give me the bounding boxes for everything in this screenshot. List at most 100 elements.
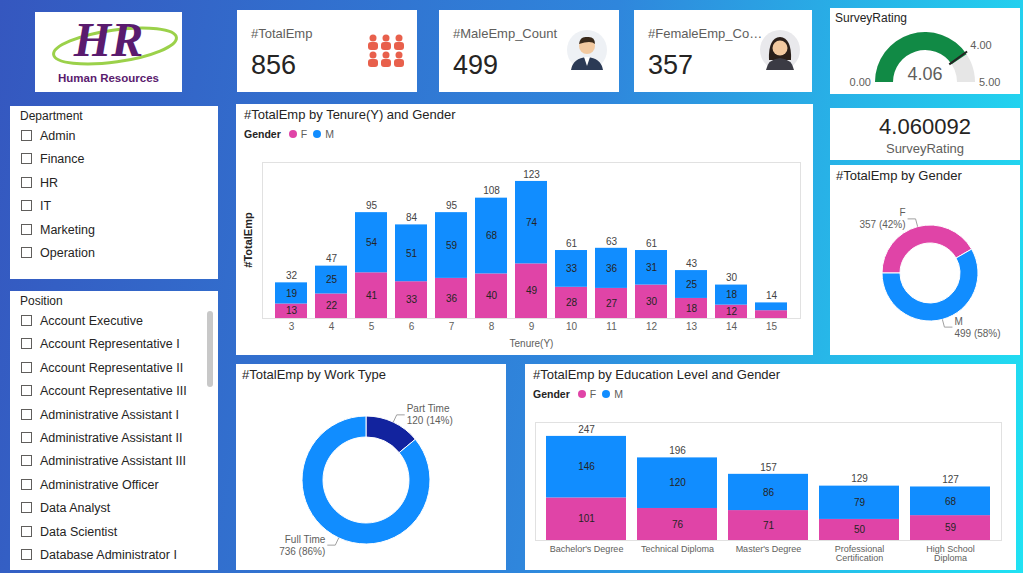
html-text:Marketing: Marketing — [40, 222, 95, 237]
svg-text:F: F — [899, 207, 905, 218]
svg-text:74: 74 — [526, 217, 538, 228]
html-text:Account Representative I: Account Representative I — [40, 337, 180, 352]
svg-text:33: 33 — [406, 294, 418, 305]
svg-text:28: 28 — [566, 297, 578, 308]
html-text:Administrative Assistant I: Administrative Assistant I — [40, 407, 179, 422]
svg-text:ProfessionalCertification: ProfessionalCertification — [835, 544, 885, 563]
svg-text:19: 19 — [286, 288, 298, 299]
svg-text:50: 50 — [854, 524, 866, 535]
svg-text:247: 247 — [578, 424, 595, 435]
svg-text:68: 68 — [486, 230, 498, 241]
svg-text:Tenure(Y): Tenure(Y) — [510, 338, 554, 349]
svg-text:4: 4 — [329, 321, 335, 332]
svg-text:3: 3 — [289, 321, 295, 332]
svg-text:5.00: 5.00 — [979, 76, 1000, 88]
svg-text:146: 146 — [578, 461, 595, 472]
svg-text:9: 9 — [529, 321, 535, 332]
svg-text:Technical Diploma: Technical Diploma — [641, 544, 714, 554]
svg-text:108: 108 — [483, 185, 500, 196]
svg-text:61: 61 — [646, 238, 658, 249]
svg-text:76: 76 — [672, 519, 684, 530]
svg-text:31: 31 — [646, 262, 658, 273]
svg-text:30: 30 — [646, 296, 658, 307]
svg-text:79: 79 — [854, 497, 866, 508]
svg-text:30: 30 — [726, 272, 738, 283]
svg-text:51: 51 — [406, 248, 418, 259]
svg-text:95: 95 — [446, 200, 458, 211]
svg-text:120: 120 — [669, 477, 686, 488]
svg-text:12: 12 — [726, 306, 738, 317]
svg-text:84: 84 — [406, 212, 418, 223]
svg-text:8: 8 — [489, 321, 495, 332]
html-text:SurveyRating: SurveyRating — [886, 141, 964, 156]
svg-text:25: 25 — [686, 279, 698, 290]
html-text:357: 357 — [648, 50, 694, 80]
html-text:856: 856 — [251, 50, 297, 80]
svg-text:5: 5 — [369, 321, 375, 332]
svg-text:18: 18 — [686, 303, 698, 314]
svg-text:196: 196 — [669, 445, 686, 456]
svg-text:157: 157 — [760, 462, 777, 473]
svg-text:101: 101 — [578, 513, 595, 524]
svg-text:Full Time: Full Time — [285, 534, 326, 545]
svg-text:357 (42%): 357 (42%) — [859, 219, 905, 230]
svg-text:40: 40 — [486, 290, 498, 301]
svg-text:71: 71 — [763, 520, 775, 531]
svg-text:95: 95 — [366, 200, 378, 211]
svg-text:12: 12 — [646, 321, 658, 332]
svg-text:14: 14 — [726, 321, 738, 332]
svg-text:123: 123 — [523, 169, 540, 180]
svg-text:Bachelor's Degree: Bachelor's Degree — [550, 544, 624, 554]
html-text:4.060092: 4.060092 — [879, 114, 971, 139]
svg-text:High SchoolDiploma: High SchoolDiploma — [926, 544, 975, 563]
svg-text:10: 10 — [566, 321, 578, 332]
svg-text:32: 32 — [286, 270, 298, 281]
html-text:HR: HR — [40, 175, 59, 190]
svg-text:68: 68 — [945, 496, 957, 507]
html-text:#TotalEmp: #TotalEmp — [251, 26, 313, 41]
svg-text:22: 22 — [326, 300, 338, 311]
svg-text:6: 6 — [409, 321, 415, 332]
html-text:#FemaleEmp_Co…: #FemaleEmp_Co… — [648, 26, 763, 41]
svg-text:Part Time: Part Time — [407, 403, 450, 414]
html-text:Account Representative II: Account Representative II — [40, 360, 184, 375]
html-text:499: 499 — [453, 50, 499, 80]
svg-text:63: 63 — [606, 236, 618, 247]
svg-text:47: 47 — [326, 253, 338, 264]
svg-text:11: 11 — [606, 321, 617, 332]
html-text:#MaleEmp_Count: #MaleEmp_Count — [453, 26, 558, 41]
svg-text:Master's Degree: Master's Degree — [736, 544, 802, 554]
html-text:Finance: Finance — [40, 152, 85, 167]
svg-text:59: 59 — [446, 240, 458, 251]
svg-text:14: 14 — [766, 290, 778, 301]
svg-text:86: 86 — [763, 487, 775, 498]
svg-text:33: 33 — [566, 263, 578, 274]
svg-text:36: 36 — [606, 263, 618, 274]
svg-text:49: 49 — [526, 285, 538, 296]
svg-text:127: 127 — [942, 474, 959, 485]
svg-text:M: M — [954, 316, 962, 327]
svg-text:499 (58%): 499 (58%) — [954, 328, 1000, 339]
svg-text:43: 43 — [686, 258, 698, 269]
svg-text:129: 129 — [851, 473, 868, 484]
svg-text:120 (14%): 120 (14%) — [407, 415, 453, 426]
svg-text:59: 59 — [945, 522, 957, 533]
svg-text:4.06: 4.06 — [907, 64, 942, 84]
svg-text:4.00: 4.00 — [970, 39, 991, 51]
svg-text:15: 15 — [766, 321, 778, 332]
svg-text:41: 41 — [366, 290, 378, 301]
svg-text:36: 36 — [446, 293, 458, 304]
html-text:HR: HR — [73, 13, 144, 66]
svg-text:736 (86%): 736 (86%) — [279, 546, 325, 557]
svg-text:27: 27 — [606, 298, 618, 309]
svg-text:61: 61 — [566, 238, 578, 249]
html-text:Administrative Assistant III: Administrative Assistant III — [40, 454, 186, 469]
svg-text:13: 13 — [686, 321, 698, 332]
svg-text:13: 13 — [286, 305, 298, 316]
svg-text:7: 7 — [449, 321, 455, 332]
svg-text:54: 54 — [366, 237, 378, 248]
svg-text:18: 18 — [726, 289, 738, 300]
html-text:Account Representative III: Account Representative III — [40, 384, 187, 399]
svg-text:25: 25 — [326, 274, 338, 285]
svg-text:0.00: 0.00 — [850, 76, 871, 88]
